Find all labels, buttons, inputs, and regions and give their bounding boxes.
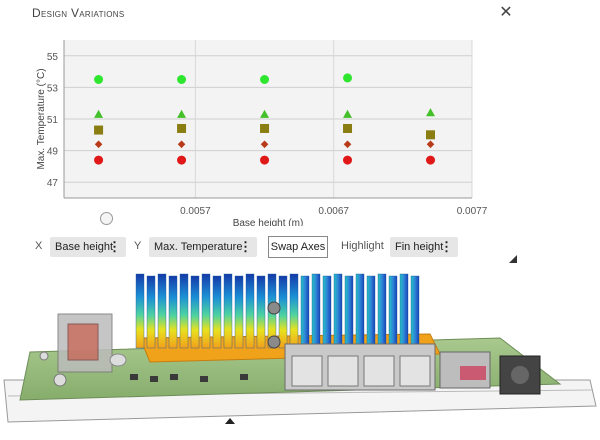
scatter-chart: 47 49 51 53 55 0.0057 0.0067 0.0077 Base height … — [36, 40, 488, 226]
pivot-marker-icon — [225, 418, 235, 424]
heatsink-fin — [278, 275, 288, 349]
data-point — [426, 155, 436, 165]
heatsink-fin — [146, 275, 156, 349]
data-point — [177, 140, 186, 149]
heatsink-fin — [168, 275, 178, 349]
data-point — [426, 140, 435, 149]
y-axis-title: Max. Temperature (°C) — [36, 68, 47, 169]
heatsink-fin — [256, 275, 266, 349]
heatsink-fin — [366, 275, 376, 349]
data-point — [343, 109, 353, 118]
data-point — [343, 123, 353, 133]
heatsink-fin — [201, 273, 211, 349]
data-point — [94, 155, 104, 165]
slider-handle[interactable] — [100, 212, 113, 225]
heatsink-fin — [234, 275, 244, 349]
axis-controls: X Base height ⋮ Y Max. Temperature ⋮ Swa… — [0, 236, 600, 258]
data-point — [177, 75, 187, 84]
x-tick-label: 0.0067 — [318, 206, 349, 217]
heatsink-fin — [322, 275, 332, 349]
more-icon: ⋮ — [239, 239, 252, 254]
heatsink-fin — [377, 273, 387, 349]
more-icon: ⋮ — [440, 239, 453, 254]
close-icon[interactable]: ✕ — [499, 4, 513, 21]
data-point — [260, 155, 270, 165]
heatsink-fin — [223, 273, 233, 349]
probe-point[interactable] — [267, 301, 281, 315]
data-point — [426, 130, 436, 140]
probe-point[interactable] — [267, 335, 281, 349]
heatsink-fin — [179, 273, 189, 349]
data-point — [260, 75, 270, 84]
data-point — [260, 109, 270, 118]
x-axis-label: X — [35, 240, 43, 252]
x-axis-value: Base height — [55, 241, 114, 253]
heatsink-fin — [410, 275, 420, 349]
highlight-label: Highlight — [341, 240, 384, 252]
highlight-value: Fin height — [395, 241, 444, 253]
swap-axes-button[interactable]: Swap Axes — [268, 236, 328, 258]
data-point — [94, 140, 103, 149]
x-tick-label: 0.0077 — [457, 206, 488, 217]
x-axis-select[interactable]: Base height ⋮ — [50, 237, 126, 257]
y-tick-label: 49 — [47, 147, 59, 158]
data-point — [343, 73, 353, 83]
y-tick-label: 51 — [47, 115, 59, 126]
resize-grip-icon[interactable] — [509, 255, 517, 263]
data-point — [94, 75, 104, 84]
heatsink-fin — [333, 273, 343, 349]
y-tick-label: 53 — [47, 83, 59, 94]
heatsink-fin — [245, 273, 255, 349]
heatsink-fin — [399, 273, 409, 349]
y-tick-label: 55 — [47, 52, 59, 63]
heatsink-fin — [311, 273, 321, 349]
highlight-select[interactable]: Fin height ⋮ — [390, 237, 458, 257]
heatsink-fin — [388, 275, 398, 349]
heatsink-fin — [212, 275, 222, 349]
y-axis-label: Y — [134, 240, 142, 252]
heatsink-fin — [300, 275, 310, 349]
data-point — [260, 140, 269, 149]
heatsink-fin — [355, 273, 365, 349]
panel-title: Design Variations — [32, 6, 125, 20]
heatsink-fin — [157, 273, 167, 349]
model-viewport[interactable] — [0, 256, 600, 440]
heatsink-fin — [135, 273, 145, 349]
heatsink-fins — [135, 273, 420, 349]
y-axis-select[interactable]: Max. Temperature ⋮ — [149, 237, 257, 257]
y-axis-value: Max. Temperature — [154, 241, 243, 253]
heatsink-fin — [190, 275, 200, 349]
heatsink-fin — [344, 275, 354, 349]
data-point — [177, 155, 187, 165]
data-point — [343, 155, 353, 165]
data-point — [94, 109, 104, 118]
more-icon: ⋮ — [108, 239, 121, 254]
data-point — [177, 109, 187, 118]
x-tick-label: 0.0057 — [180, 206, 211, 217]
data-point — [177, 123, 187, 133]
data-point — [343, 140, 352, 149]
heatsink-fin — [289, 273, 299, 349]
y-tick-label: 47 — [47, 178, 59, 189]
data-point — [94, 125, 104, 135]
x-axis-title: Base height (m) — [233, 218, 304, 226]
data-point — [426, 108, 436, 117]
data-point — [260, 123, 270, 133]
